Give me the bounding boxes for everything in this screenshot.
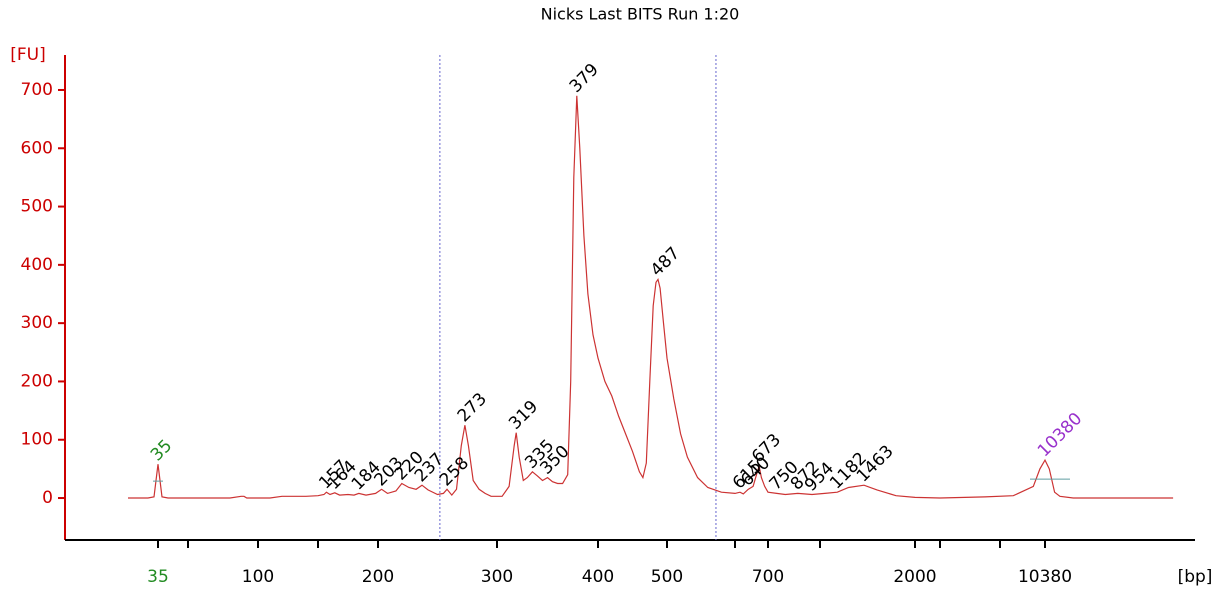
trace <box>128 95 1174 499</box>
y-tick-label: 600 <box>21 138 53 158</box>
peak-label: 35 <box>147 436 176 465</box>
y-tick-label: 200 <box>21 371 53 391</box>
peak-label: 379 <box>566 60 603 97</box>
y-axis-label: [FU] <box>10 45 46 65</box>
y-tick-label: 400 <box>21 255 53 275</box>
x-tick-label: 35 <box>147 567 169 587</box>
peak-label: 487 <box>647 243 684 280</box>
peak-label: 10380 <box>1034 409 1086 461</box>
y-tick-label: 700 <box>21 80 53 100</box>
y-tick-label: 300 <box>21 313 53 333</box>
x-tick-label: 10380 <box>1018 567 1072 587</box>
y-tick-label: 500 <box>21 197 53 217</box>
peak-label: 319 <box>505 397 542 434</box>
x-tick-label: 400 <box>582 567 614 587</box>
x-tick-label: 100 <box>242 567 274 587</box>
x-axis-label: [bp] <box>1178 567 1213 587</box>
peak-label: 273 <box>454 389 491 426</box>
x-tick-label: 500 <box>651 567 683 587</box>
x-tick-label: 300 <box>481 567 513 587</box>
x-tick-label: 2000 <box>893 567 936 587</box>
y-tick-label: 100 <box>21 430 53 450</box>
chart-title: Nicks Last BITS Run 1:20 <box>541 5 740 24</box>
y-tick-label: 0 <box>42 488 53 508</box>
x-tick-label: 700 <box>752 567 784 587</box>
x-tick-label: 200 <box>362 567 394 587</box>
